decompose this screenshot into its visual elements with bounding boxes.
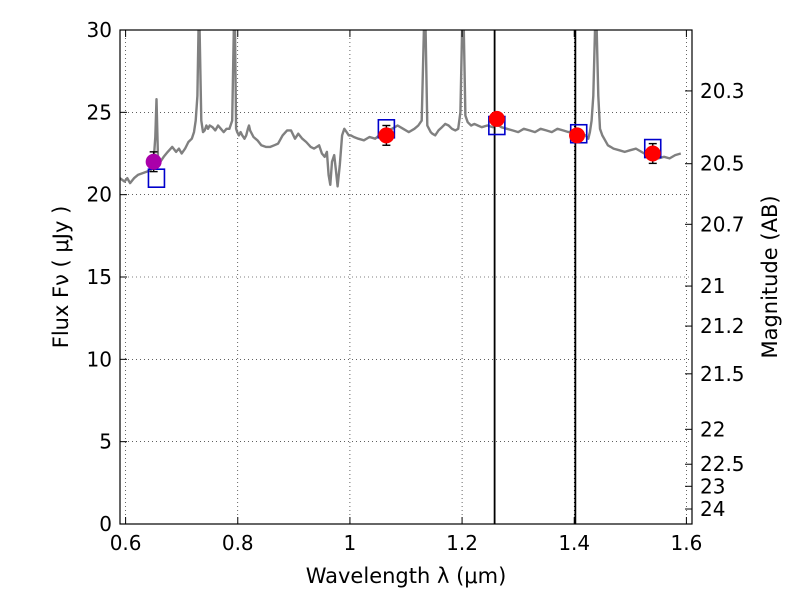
y-axis-label: Flux Fν ( μJy ) xyxy=(49,206,73,349)
observed-point xyxy=(644,142,661,165)
observed-marker xyxy=(488,110,505,127)
y-tick-label: 10 xyxy=(87,347,112,371)
model-spectrum-line xyxy=(120,30,682,188)
y2-tick-label: 22 xyxy=(700,417,725,441)
observed-photometry-points xyxy=(145,110,661,173)
y-tick-label: 5 xyxy=(99,430,112,454)
observed-point xyxy=(378,124,395,146)
x-tick-label: 1.2 xyxy=(446,531,478,555)
y2-axis-label: Magnitude (AB) xyxy=(758,195,782,358)
x-tick-label: 1.6 xyxy=(670,531,702,555)
plot-area xyxy=(120,30,682,524)
y-tick-label: 30 xyxy=(87,18,112,42)
y-tick-label: 25 xyxy=(87,100,112,124)
y-tick-label: 20 xyxy=(87,183,112,207)
observed-marker xyxy=(569,127,586,144)
y2-tick-label: 20.3 xyxy=(700,79,745,103)
x-tick-label: 0.6 xyxy=(110,531,142,555)
observed-marker xyxy=(145,153,162,170)
y2-tick-label: 20.5 xyxy=(700,152,745,176)
y-tick-label: 15 xyxy=(87,265,112,289)
observed-marker xyxy=(378,127,395,144)
x-axis-label: Wavelength λ (μm) xyxy=(306,564,507,588)
x-tick-label: 1 xyxy=(344,531,357,555)
observed-point xyxy=(569,127,586,144)
axis-ticks: 0.6 0.8 1 1.2 1.4 1.6 0 5 10 15 20 25 30 20.3 20.5 20.7… xyxy=(87,18,745,555)
model-photometry-points xyxy=(147,115,662,188)
y2-tick-label: 22.5 xyxy=(700,452,745,476)
observed-marker xyxy=(644,145,661,162)
axes-frame xyxy=(119,29,693,525)
x-tick-label: 1.4 xyxy=(558,531,590,555)
grid xyxy=(120,29,692,525)
y2-tick-label: 21.2 xyxy=(700,314,745,338)
filter-edge-lines xyxy=(493,30,577,524)
x-tick-label: 0.8 xyxy=(222,531,254,555)
y2-tick-label: 23 xyxy=(700,474,725,498)
observed-point xyxy=(488,110,505,127)
observed-point xyxy=(145,151,162,173)
y2-tick-label: 24 xyxy=(700,497,725,521)
y2-tick-label: 21.5 xyxy=(700,362,745,386)
y2-tick-label: 20.7 xyxy=(700,212,745,236)
y-tick-label: 0 xyxy=(99,512,112,536)
y2-tick-label: 21 xyxy=(700,274,725,298)
